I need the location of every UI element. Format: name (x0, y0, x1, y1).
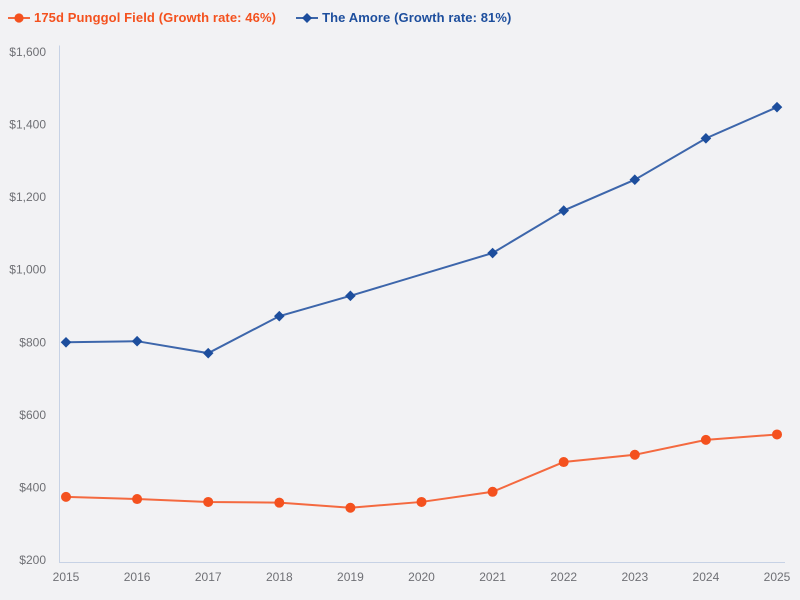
x-axis-tick-label: 2023 (621, 570, 648, 584)
x-axis-tick-label: 2020 (408, 570, 435, 584)
data-point-marker[interactable] (61, 491, 71, 502)
data-point-marker[interactable] (132, 494, 143, 505)
legend-item-punggol-field[interactable]: 175d Punggol Field (Growth rate: 46%) (8, 10, 276, 25)
series-line (65, 106, 778, 355)
data-point-marker[interactable] (629, 449, 640, 460)
x-axis-tick-label: 2018 (266, 570, 293, 584)
legend-label-the-amore: The Amore (Growth rate: 81%) (322, 10, 512, 25)
x-axis-tick-label: 2019 (337, 570, 364, 584)
x-axis-tick-label: 2024 (693, 570, 720, 584)
data-point-marker[interactable] (558, 205, 569, 216)
data-point-marker[interactable] (700, 434, 711, 445)
x-axis-tick-label: 2021 (479, 570, 506, 584)
data-point-marker[interactable] (274, 310, 285, 322)
legend-label-punggol-field: 175d Punggol Field (Growth rate: 46%) (34, 10, 277, 25)
circle-series-marker-icon (8, 12, 30, 23)
data-point-marker[interactable] (772, 429, 782, 440)
series-line (65, 433, 778, 509)
y-axis-tick-label: $200 (19, 553, 46, 567)
data-point-marker[interactable] (487, 486, 498, 497)
data-point-marker[interactable] (700, 133, 712, 144)
data-point-marker[interactable] (629, 174, 641, 186)
x-axis-tick-label: 2017 (195, 570, 222, 584)
y-axis-tick-label: $1,400 (9, 118, 46, 132)
y-axis-tick-label: $600 (19, 408, 46, 422)
chart-legend: 175d Punggol Field (Growth rate: 46%) Th… (8, 10, 511, 25)
data-point-marker[interactable] (203, 496, 214, 507)
y-axis-tick-label: $1,200 (9, 190, 46, 204)
x-axis-tick-label: 2016 (124, 570, 151, 584)
y-axis-tick-label: $1,600 (9, 45, 46, 59)
legend-item-the-amore[interactable]: The Amore (Growth rate: 81%) (296, 10, 511, 25)
y-axis-tick-label: $1,000 (9, 263, 46, 277)
data-point-marker[interactable] (487, 247, 498, 259)
data-point-marker[interactable] (202, 347, 214, 359)
y-axis-tick-label: $400 (19, 480, 46, 494)
data-point-marker[interactable] (558, 457, 569, 468)
data-point-marker[interactable] (771, 101, 783, 113)
x-axis-tick-label: 2015 (53, 570, 80, 584)
data-point-marker[interactable] (60, 336, 72, 348)
axis-lines (59, 45, 785, 563)
data-point-marker[interactable] (274, 497, 285, 508)
diamond-series-marker-icon (296, 12, 319, 23)
data-point-marker[interactable] (345, 290, 356, 302)
x-axis-tick-label: 2025 (764, 570, 791, 584)
x-axis-tick-label: 2022 (550, 570, 577, 584)
data-point-marker[interactable] (345, 502, 356, 513)
data-point-marker[interactable] (131, 335, 143, 347)
y-axis-tick-label: $800 (19, 335, 46, 349)
data-point-marker[interactable] (416, 496, 427, 507)
